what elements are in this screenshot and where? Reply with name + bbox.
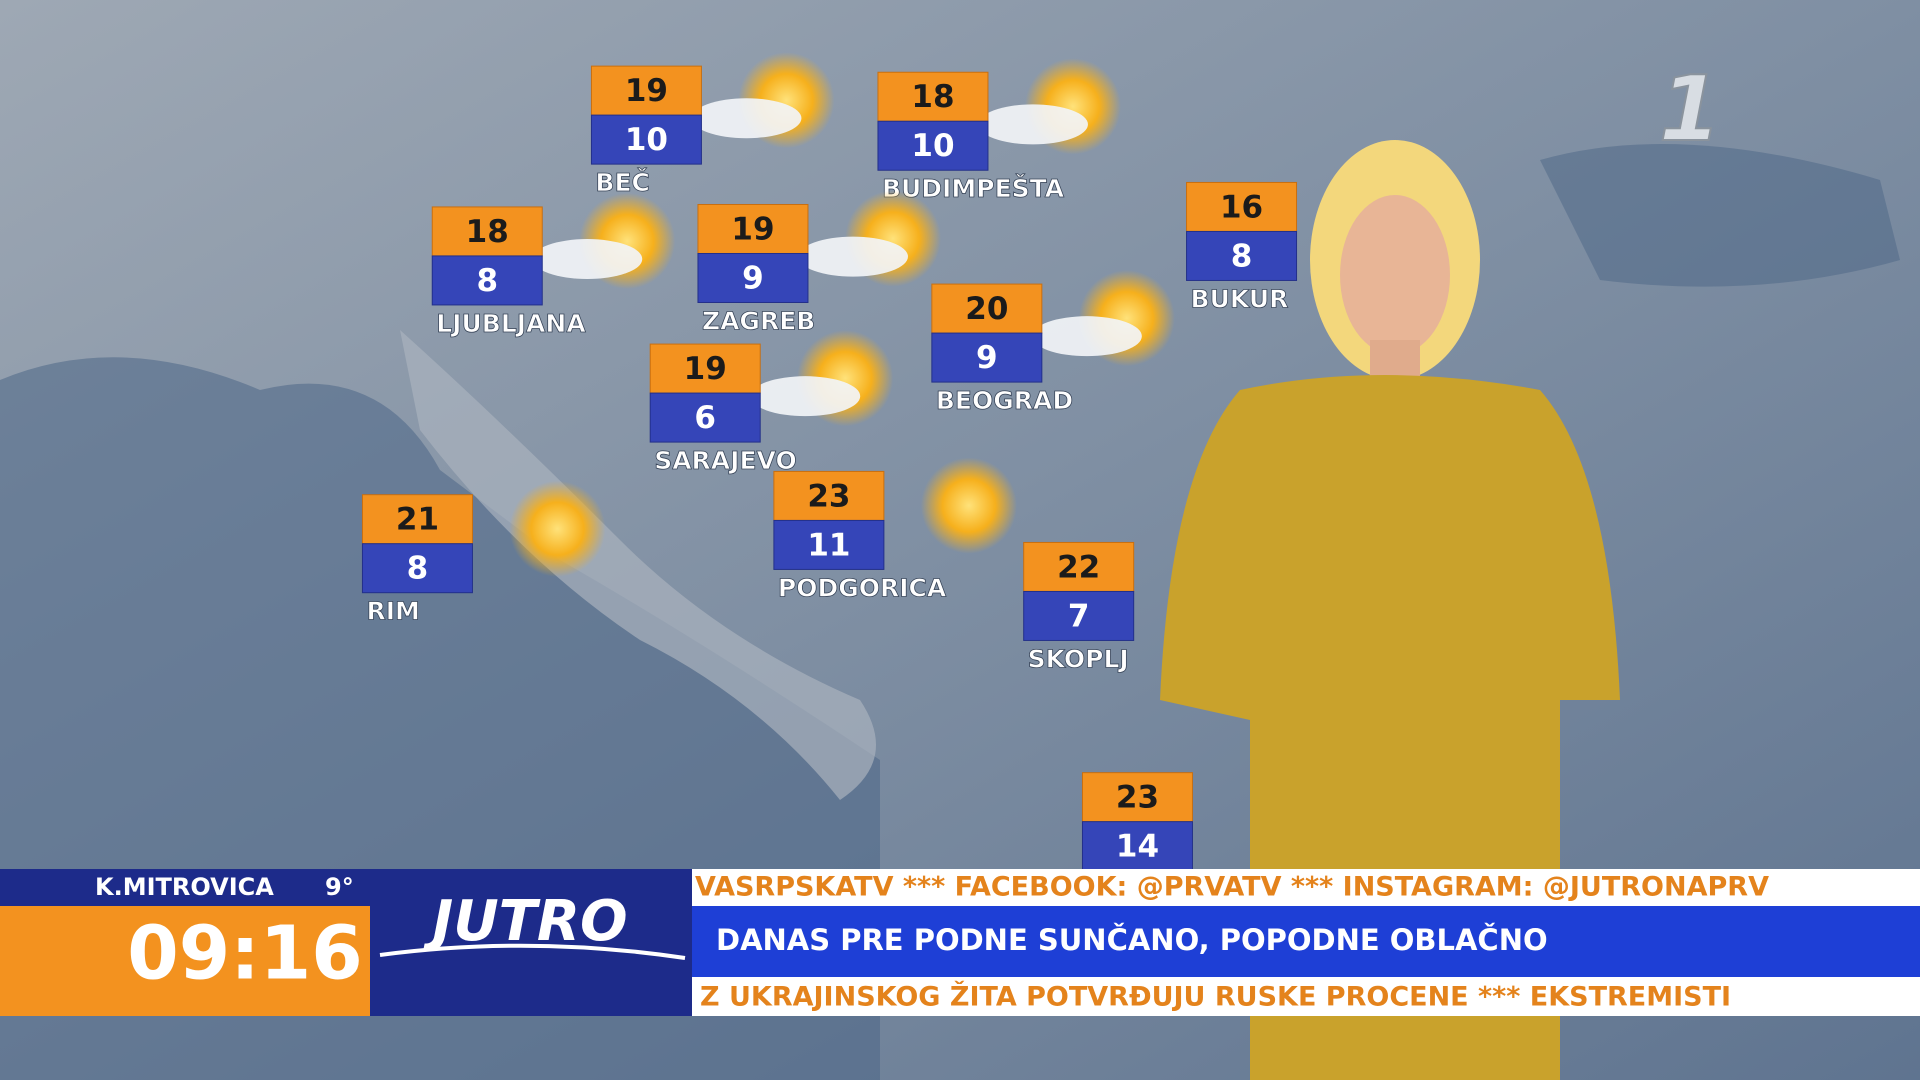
low-temp-box <box>361 543 473 594</box>
cloud-icon <box>750 376 861 417</box>
high-temp: 22 <box>1057 549 1100 585</box>
location-temp: 9° <box>325 873 354 901</box>
channel-logo-text: 1 <box>1659 57 1722 162</box>
low-temp: 14 <box>1116 829 1159 865</box>
high-temp-box <box>1186 181 1298 232</box>
low-temp-box <box>697 252 809 303</box>
logo-swoosh <box>379 943 686 960</box>
low-temp: 8 <box>407 551 429 587</box>
city-name: SARAJEVO <box>654 446 797 475</box>
sun-icon <box>920 457 1017 554</box>
clock-bg <box>0 906 370 1016</box>
high-temp-box <box>931 283 1043 334</box>
city-forecast: 22 7 SKOPLJ <box>1023 541 1135 674</box>
low-temp-box <box>1186 230 1298 281</box>
high-temp-box <box>431 206 543 257</box>
city-forecast: 19 6 SARAJEVO <box>649 330 894 475</box>
high-temp: 18 <box>466 214 509 250</box>
high-temp: 23 <box>1116 780 1159 816</box>
city-forecast: 19 9 ZAGREB <box>697 190 941 336</box>
italy-land <box>400 330 876 800</box>
high-temp-box <box>1081 772 1193 823</box>
low-temp: 9 <box>976 340 998 376</box>
city-name: BEOGRAD <box>936 386 1073 415</box>
low-temp-box <box>931 332 1043 383</box>
sun-icon <box>509 480 606 577</box>
show-logo: JUTRO <box>422 889 627 954</box>
city-name: PODGORICA <box>778 573 947 602</box>
city-name: BUKUR <box>1191 284 1289 313</box>
headline-bg <box>692 906 1920 977</box>
ticker-bottom-bg <box>692 977 1920 1016</box>
high-temp: 19 <box>625 73 668 109</box>
city-forecast: 19 10 BEČ <box>590 52 835 198</box>
city-forecast: 21 8 RIM <box>361 480 606 626</box>
high-temp: 23 <box>807 478 850 514</box>
city-name: SKOPLJ <box>1028 644 1129 673</box>
low-temp: 7 <box>1068 598 1090 634</box>
high-temp-box <box>697 203 809 254</box>
high-temp: 19 <box>684 351 727 387</box>
clock: 09:16 <box>127 911 363 997</box>
city-name: LJUBLJANA <box>436 309 586 338</box>
low-temp-box <box>773 519 885 570</box>
cloud-icon <box>1031 316 1142 357</box>
black-sea <box>1540 144 1900 287</box>
city-name: BEČ <box>595 167 649 197</box>
low-temp: 9 <box>742 260 764 296</box>
high-temp-box <box>1023 541 1135 592</box>
ticker-bottom: Z UKRAJINSKOG ŽITA POTVRĐUJU RUSKE PROCE… <box>700 981 1731 1013</box>
ticker-top-bg <box>692 869 1920 906</box>
location: K.MITROVICA <box>95 873 274 901</box>
low-temp-box <box>1023 590 1135 641</box>
low-temp: 10 <box>625 122 668 158</box>
high-temp-box <box>590 65 702 116</box>
city-forecast: 16 8 BUKUR <box>1186 181 1298 314</box>
city-forecast: 23 11 PODGORICA <box>773 457 1017 603</box>
low-temp: 10 <box>911 128 954 164</box>
show-logo-bg <box>370 869 692 1016</box>
low-temp: 6 <box>694 400 716 436</box>
city-forecast: 18 8 LJUBLJANA <box>431 193 676 338</box>
cloud-icon <box>797 236 908 277</box>
city-name: ZAGREB <box>702 306 815 335</box>
high-temp: 21 <box>396 502 439 538</box>
city-forecast: 18 10 BUDIMPEŠTA <box>877 58 1121 204</box>
city-name: BUDIMPEŠTA <box>882 173 1065 203</box>
high-temp-box <box>361 494 473 545</box>
low-temp-box <box>590 114 702 165</box>
low-temp-box <box>877 120 989 171</box>
channel-logo: 1 <box>1658 56 1723 163</box>
lower-third: K.MITROVICA 9° 09:16 JUTRO VASRPSKATV **… <box>0 869 1920 1016</box>
high-temp: 20 <box>965 291 1008 327</box>
low-temp-box <box>1081 821 1193 872</box>
low-temp: 8 <box>1231 238 1253 274</box>
high-temp: 19 <box>731 211 774 247</box>
high-temp-box <box>877 71 989 122</box>
high-temp: 18 <box>911 79 954 115</box>
low-temp: 8 <box>476 263 498 299</box>
low-temp-box <box>431 255 543 306</box>
high-temp: 16 <box>1220 189 1263 225</box>
low-temp: 11 <box>807 527 850 563</box>
cloud-icon <box>691 98 802 139</box>
city-name: RIM <box>366 597 419 626</box>
city-forecast: 20 9 BEOGRAD <box>931 270 1175 415</box>
cloud-icon <box>532 239 643 280</box>
ticker-top: VASRPSKATV *** FACEBOOK: @PRVATV *** INS… <box>695 872 1769 903</box>
cloud-icon <box>977 104 1088 145</box>
headline: DANAS PRE PODNE SUNČANO, POPODNE OBLAČNO <box>716 923 1548 957</box>
low-temp-box <box>649 392 761 443</box>
